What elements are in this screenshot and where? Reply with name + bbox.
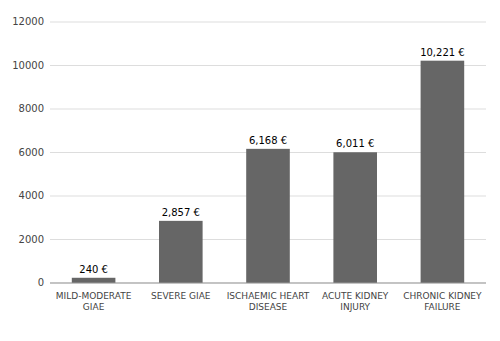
data-label: 240 € [79, 264, 108, 275]
x-tick-label: MILD-MODERATEGIAE [56, 291, 132, 312]
x-tick-label: SEVERE GIAE [151, 291, 211, 301]
data-label: 10,221 € [420, 47, 465, 58]
bar [159, 221, 203, 283]
data-label: 2,857 € [162, 207, 200, 218]
chart-container: 0 2000 4000 6000 8000 10000 12000 240 € 2,857 € 6… [0, 0, 500, 341]
bar [72, 278, 116, 283]
bar [421, 61, 465, 283]
chart: 0 2000 4000 6000 8000 10000 12000 240 € 2,857 € 6… [0, 0, 500, 341]
y-tick-label: 6000 [19, 147, 44, 158]
x-tick-label: ISCHAEMIC HEARTDISEASE [227, 291, 310, 312]
grid-line [50, 22, 486, 23]
bar [246, 149, 290, 283]
x-tick-label: CHRONIC KIDNEYFAILURE [403, 291, 482, 312]
data-label: 6,168 € [249, 135, 287, 146]
bar [333, 152, 377, 283]
grid [50, 22, 486, 283]
y-tick-label: 10000 [12, 60, 44, 71]
y-tick-label: 0 [38, 277, 44, 288]
y-tick-label: 8000 [19, 103, 44, 114]
data-label: 6,011 € [336, 138, 374, 149]
x-axis-line [50, 283, 486, 284]
bars [72, 61, 464, 283]
y-tick-label: 2000 [19, 234, 44, 245]
grid-line [50, 283, 486, 284]
y-tick-label: 4000 [19, 190, 44, 201]
x-tick-label: ACUTE KIDNEYINJURY [322, 291, 389, 312]
y-tick-label: 12000 [12, 16, 44, 27]
